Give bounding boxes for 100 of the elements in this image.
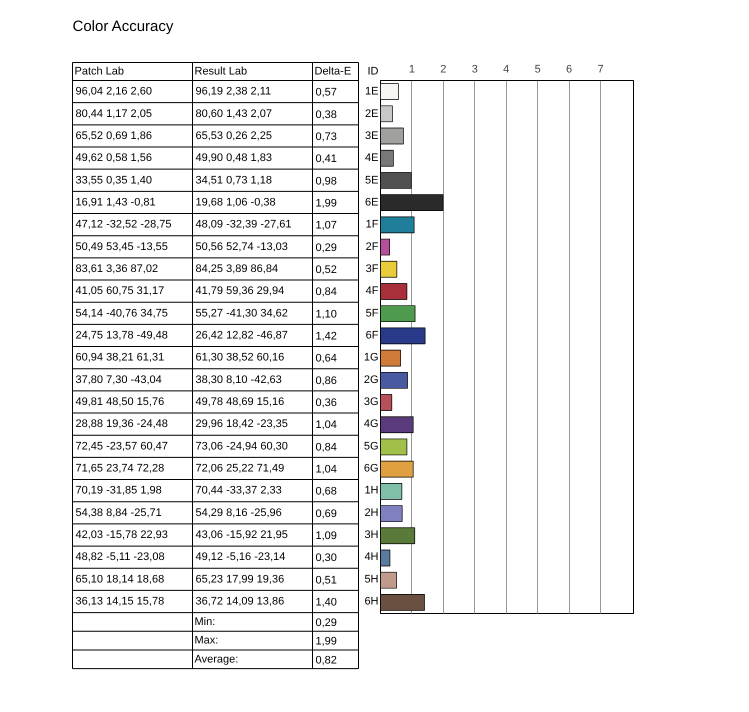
- text: 65,10 18,14 18,68: [76, 573, 164, 586]
- y-tick-label: 4H: [364, 551, 379, 564]
- text: 50,56 52,74 -13,03: [196, 240, 288, 253]
- y-tick-label: 3F: [366, 262, 379, 275]
- text: 34,51 0,73 1,18: [196, 174, 272, 186]
- text: 54,29 8,16 -25,96: [196, 506, 282, 519]
- text: 36,72 14,09 13,86: [196, 595, 284, 608]
- text: 55,27 -41,30 34,62: [196, 307, 288, 320]
- y-tick-label: 1E: [365, 86, 379, 98]
- text: 83,61 3,36 87,02: [76, 262, 158, 275]
- x2-tick-label: 5: [534, 64, 541, 76]
- y-tick-label: 5G: [364, 440, 379, 452]
- text: Average:: [194, 653, 238, 666]
- y-tick-label: 4F: [366, 285, 379, 298]
- data-label: 0,38: [316, 108, 337, 121]
- data-label: 0,84: [316, 286, 337, 298]
- data-label: 1,09: [316, 530, 337, 542]
- text: 65,23 17,99 19,36: [196, 573, 284, 586]
- text: 49,12 -5,16 -23,14: [196, 551, 286, 564]
- text: 37,80 7,30 -43,04: [76, 374, 162, 386]
- text: 70,44 -33,37 2,33: [196, 484, 282, 497]
- text: 47,12 -32,52 -28,75: [76, 218, 172, 231]
- text: 80,60 1,43 2,07: [196, 108, 272, 120]
- text: 41,05 60,75 31,17: [76, 285, 164, 298]
- text: 0,82: [316, 654, 337, 666]
- text: 48,82 -5,11 -23,08: [76, 551, 165, 564]
- text: 26,42 12,82 -46,87: [196, 329, 288, 342]
- y-tick-label: 2H: [364, 506, 379, 519]
- data-label: 0,68: [316, 486, 337, 498]
- text: ID: [368, 66, 379, 78]
- data-label: 0,30: [316, 552, 337, 564]
- text: 0,29: [316, 616, 337, 629]
- y-tick-label: 3G: [364, 396, 379, 408]
- data-label: 0,64: [316, 352, 337, 365]
- data-label: 0,41: [316, 153, 337, 166]
- text: Color Accuracy: [72, 18, 174, 35]
- y-tick-label: 5F: [366, 307, 379, 320]
- data-label: 0,52: [316, 264, 337, 276]
- text: 49,90 0,48 1,83: [196, 152, 272, 164]
- text: 84,25 3,89 86,84: [196, 262, 278, 275]
- text: 54,38 8,84 -25,71: [76, 506, 162, 519]
- text: 41,79 59,36 29,94: [196, 285, 284, 298]
- text: 36,13 14,15 15,78: [76, 595, 164, 608]
- data-label: 1,04: [316, 463, 337, 476]
- text: 48,09 -32,39 -27,61: [196, 218, 292, 231]
- x2-tick-label: 7: [597, 64, 604, 76]
- text: 49,78 48,69 15,16: [196, 396, 284, 408]
- data-label: 0,69: [316, 508, 337, 520]
- y-tick-label: 6F: [366, 329, 379, 342]
- y-tick-label: 1H: [364, 484, 379, 497]
- y-tick-label: 6E: [365, 196, 379, 208]
- text: 96,19 2,38 2,11: [196, 86, 272, 98]
- y-tick-label: 4E: [365, 152, 379, 164]
- text: 33,55 0,35 1,40: [76, 174, 152, 186]
- y-tick-label: 1F: [366, 218, 379, 231]
- text: 29,96 18,42 -23,35: [196, 418, 288, 430]
- data-label: 0,84: [316, 441, 337, 454]
- text: 65,52 0,69 1,86: [76, 130, 152, 142]
- text: 49,62 0,58 1,56: [76, 152, 152, 164]
- x2-tick-label: 1: [408, 64, 415, 76]
- text: 1,99: [316, 636, 337, 648]
- text: 71,65 23,74 72,28: [76, 462, 164, 474]
- text: 49,81 48,50 15,76: [76, 396, 164, 408]
- text: 72,45 -23,57 60,47: [76, 440, 168, 452]
- y-tick-label: 1G: [364, 352, 379, 364]
- y-tick-label: 5E: [365, 174, 379, 186]
- data-label: 0,51: [316, 574, 337, 586]
- text: 61,30 38,52 60,16: [196, 352, 284, 364]
- text: 28,88 19,36 -24,48: [76, 418, 168, 430]
- text: 43,06 -15,92 21,95: [196, 528, 288, 541]
- text: Delta-E: [314, 66, 352, 78]
- data-label: 1,07: [316, 220, 337, 232]
- data-label: 0,98: [316, 175, 337, 188]
- text: 42,03 -15,78 22,93: [76, 528, 168, 541]
- x2-tick-label: 6: [566, 64, 572, 76]
- data-label: 1,04: [316, 419, 337, 432]
- y-tick-label: 2F: [366, 240, 379, 253]
- data-label: 1,10: [316, 308, 337, 320]
- text: Max:: [194, 634, 218, 647]
- text: Min:: [194, 616, 216, 628]
- data-label: 0,57: [316, 86, 337, 99]
- y-tick-label: 6G: [364, 462, 379, 474]
- text: 54,14 -40,76 34,75: [76, 307, 168, 320]
- x2-tick-label: 2: [440, 64, 446, 76]
- data-label: 0,29: [316, 242, 337, 254]
- data-label: 0,36: [316, 396, 337, 409]
- text: 96,04 2,16 2,60: [76, 86, 152, 98]
- data-label: 1,99: [316, 197, 337, 210]
- text: 72,06 25,22 71,49: [196, 462, 284, 474]
- y-tick-label: 6H: [364, 595, 379, 608]
- text: 50,49 53,45 -13,55: [76, 240, 168, 253]
- data-label: 1,40: [316, 596, 337, 608]
- y-tick-label: 3E: [365, 130, 379, 142]
- x2-tick-label: 4: [503, 64, 510, 76]
- text: 38,30 8,10 -42,63: [196, 374, 282, 386]
- y-tick-label: 4G: [364, 418, 379, 430]
- text: 70,19 -31,85 1,98: [76, 484, 162, 497]
- y-tick-label: 2G: [364, 374, 379, 386]
- text: 16,91 1,43 -0,81: [76, 196, 156, 208]
- text: 60,94 38,21 61,31: [76, 352, 164, 364]
